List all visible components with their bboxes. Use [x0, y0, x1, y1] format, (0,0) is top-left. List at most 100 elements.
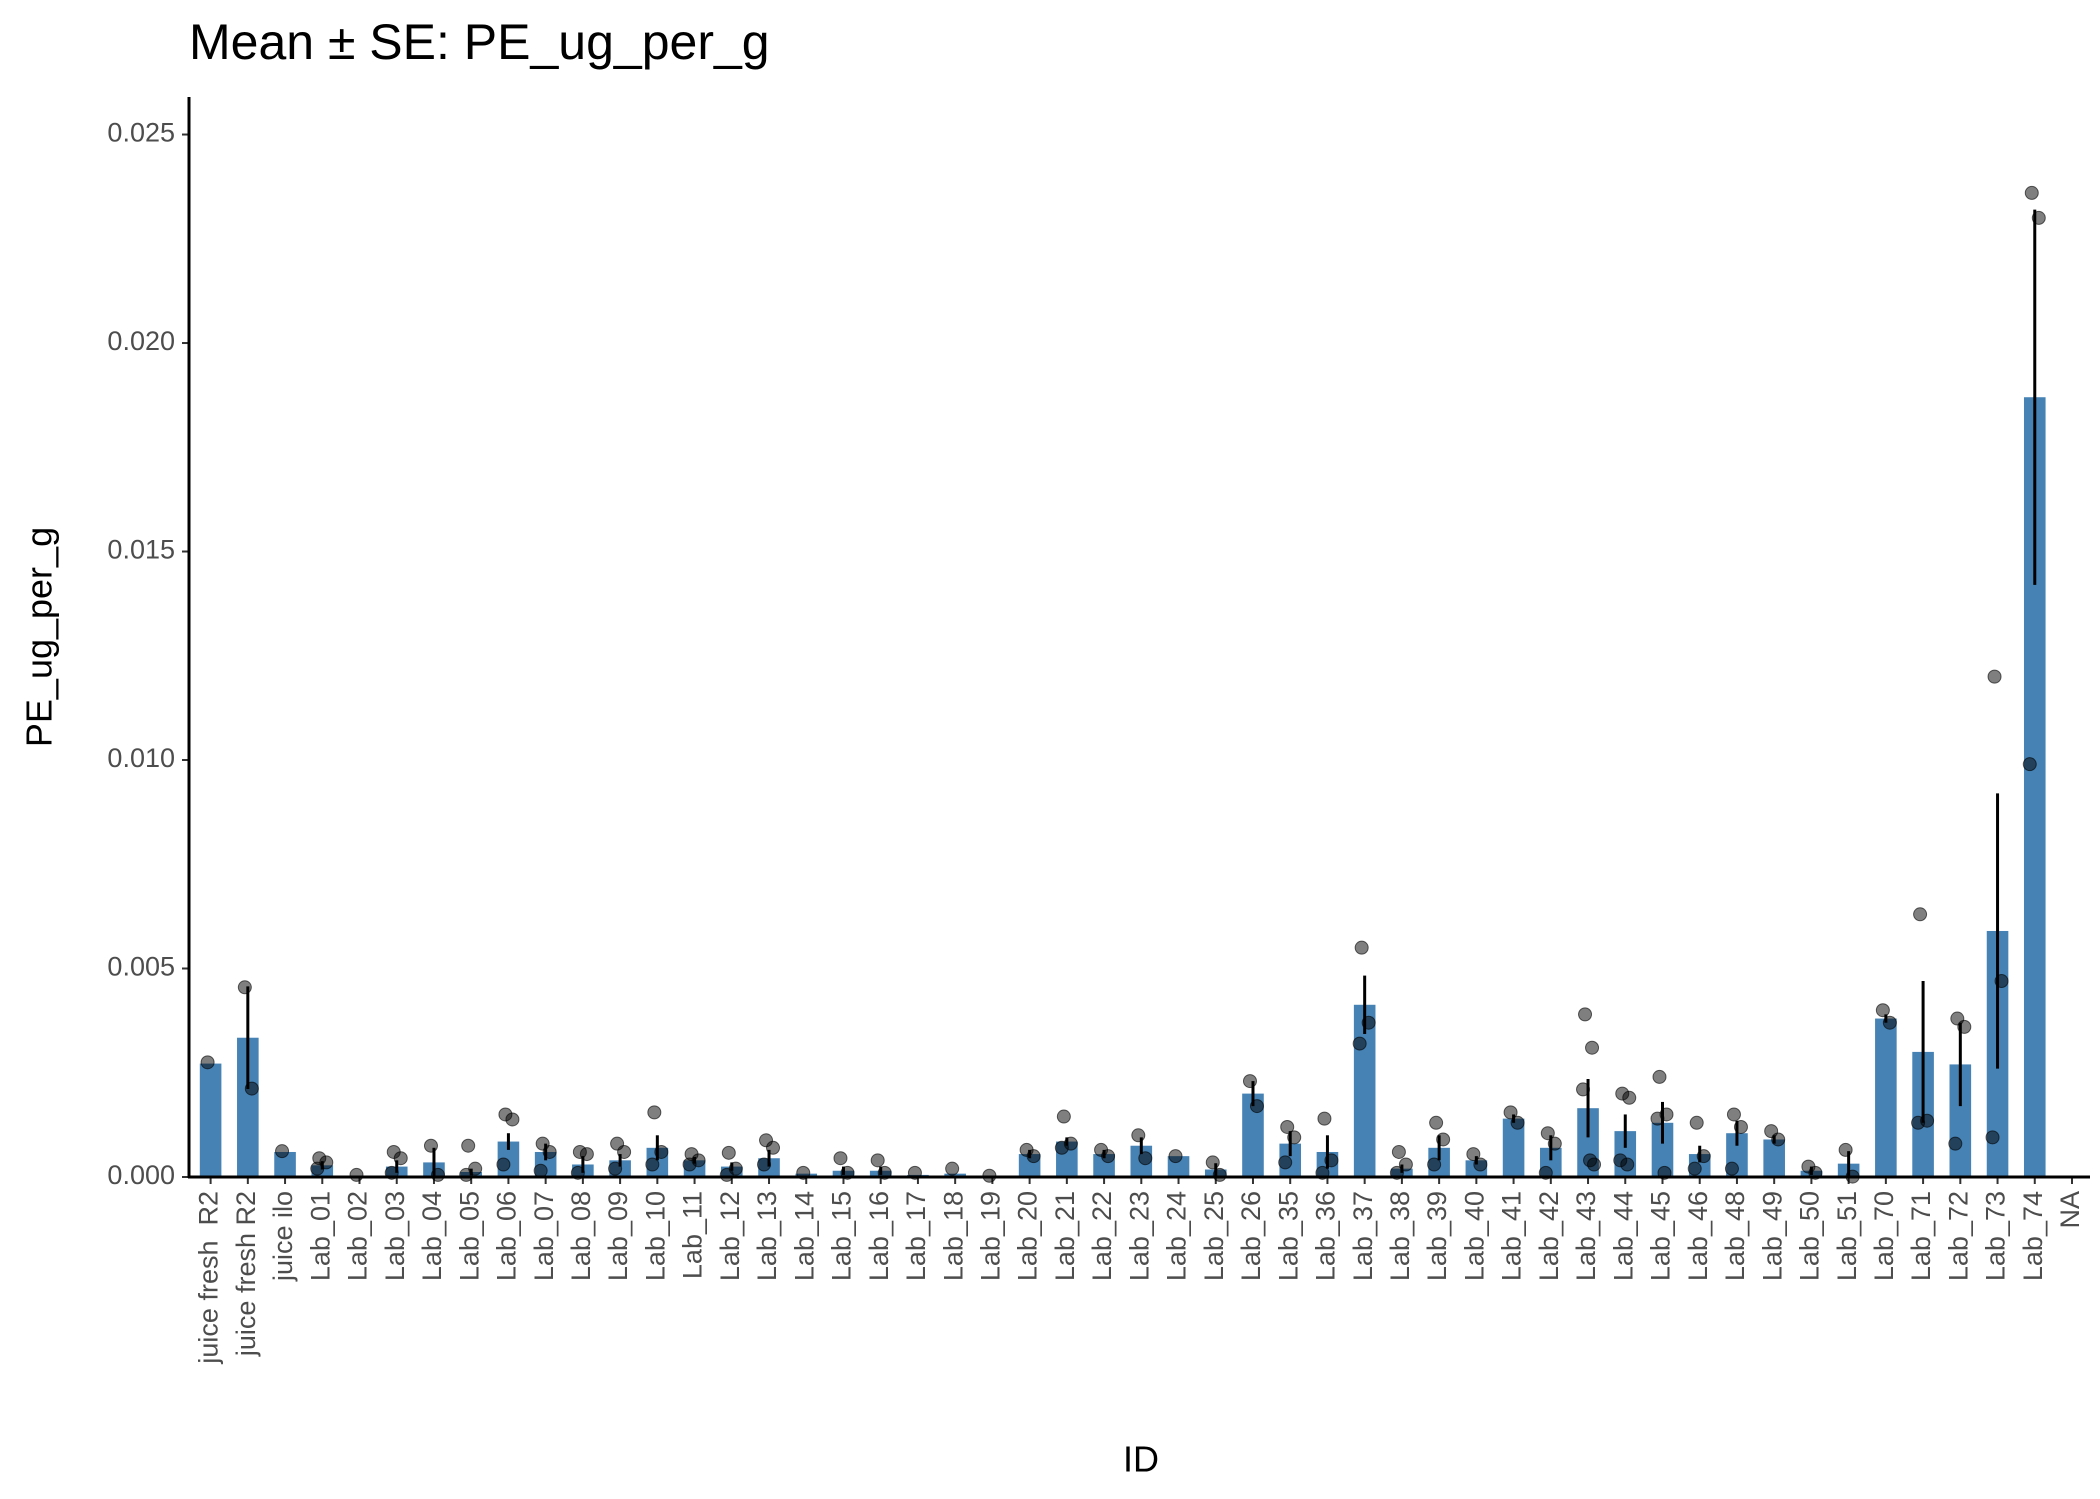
x-tick-label: Lab_37 [1348, 1191, 1378, 1281]
data-point [645, 1157, 660, 1172]
data-point [1994, 974, 2009, 989]
data-point [1278, 1155, 1293, 1170]
data-point [1138, 1151, 1153, 1166]
data-point [1838, 1142, 1853, 1157]
data-point [2024, 185, 2039, 200]
data-point [1882, 1015, 1897, 1030]
bar [237, 1037, 259, 1177]
data-point [244, 1081, 259, 1096]
data-point [1726, 1107, 1741, 1122]
x-tick-label: Lab_35 [1273, 1191, 1303, 1281]
x-tick-label: juice ilo [268, 1191, 298, 1282]
data-point [1771, 1132, 1786, 1147]
x-tick-label: Lab_22 [1087, 1191, 1117, 1281]
data-point [1101, 1149, 1116, 1164]
data-point [1391, 1144, 1406, 1159]
x-tick-label: Lab_06 [492, 1191, 522, 1281]
x-tick-label: Lab_20 [1013, 1191, 1043, 1281]
bar [1651, 1122, 1674, 1177]
data-point [721, 1145, 736, 1160]
y-axis-title: PE_ug_per_g [19, 527, 60, 747]
data-point [579, 1147, 594, 1162]
x-tick-label: Lab_11 [678, 1191, 708, 1279]
data-point [1054, 1140, 1069, 1155]
data-point [1547, 1136, 1562, 1151]
data-point [430, 1167, 445, 1182]
data-point [1957, 1019, 1972, 1034]
data-point [870, 1153, 885, 1168]
data-point [1948, 1136, 1963, 1151]
data-point [1287, 1130, 1302, 1145]
data-point [654, 1144, 669, 1159]
x-tick-label: Lab_09 [603, 1191, 633, 1281]
data-point [1398, 1157, 1413, 1172]
data-point [1056, 1109, 1071, 1124]
x-tick-label: Lab_49 [1757, 1191, 1787, 1281]
y-tick-label: 0.015 [107, 535, 175, 565]
data-point [719, 1167, 734, 1182]
x-tick-label: Lab_43 [1571, 1191, 1601, 1281]
data-point [1026, 1149, 1041, 1164]
y-tick-label: 0.010 [107, 743, 175, 773]
data-point [542, 1144, 557, 1159]
x-tick-label: Lab_05 [454, 1191, 484, 1281]
data-point [496, 1157, 511, 1172]
x-tick-label: Lab_17 [901, 1191, 931, 1281]
x-tick-label: Lab_46 [1683, 1191, 1713, 1281]
x-tick-label: Lab_08 [566, 1191, 596, 1281]
x-tick-label: Lab_02 [343, 1191, 373, 1281]
data-point [608, 1161, 623, 1176]
x-tick-label: Lab_40 [1459, 1191, 1489, 1281]
data-point [1696, 1149, 1711, 1164]
data-point [423, 1138, 438, 1153]
data-point [1622, 1090, 1637, 1105]
x-tick-label: Lab_24 [1162, 1191, 1192, 1281]
data-point [766, 1140, 781, 1155]
data-point [1361, 1015, 1376, 1030]
x-tick-label: Lab_15 [827, 1191, 857, 1281]
data-point [533, 1163, 548, 1178]
y-tick-label: 0.005 [107, 952, 175, 982]
bar [1875, 1018, 1897, 1177]
data-point [1168, 1149, 1183, 1164]
x-tick-label: Lab_50 [1795, 1191, 1825, 1281]
data-point [310, 1161, 325, 1176]
x-tick-label: Lab_44 [1608, 1191, 1638, 1281]
x-tick-label: Lab_25 [1199, 1191, 1229, 1281]
x-tick-label: Lab_51 [1832, 1191, 1862, 1281]
data-point [1578, 1007, 1593, 1022]
data-point [1473, 1157, 1488, 1172]
y-tick-label: 0.020 [107, 326, 175, 356]
x-tick-label: Lab_19 [976, 1191, 1006, 1281]
x-tick-label: Lab_41 [1497, 1191, 1527, 1281]
data-point [757, 1157, 772, 1172]
bar [2023, 397, 2046, 1177]
x-tick-label: Lab_03 [380, 1191, 410, 1281]
bar [199, 1063, 222, 1177]
x-tick-label: Lab_73 [1981, 1191, 2011, 1281]
data-point [617, 1144, 632, 1159]
data-point [647, 1105, 662, 1120]
x-tick-label: Lab_01 [305, 1191, 335, 1281]
x-tick-label: Lab_14 [789, 1191, 819, 1281]
x-tick-label: Lab_70 [1869, 1191, 1899, 1281]
bar [1502, 1118, 1525, 1177]
x-tick-label: Lab_42 [1534, 1191, 1564, 1281]
x-tick-label: Lab_36 [1311, 1191, 1341, 1281]
data-point [237, 980, 252, 995]
data-point [1733, 1119, 1748, 1134]
data-point [1503, 1105, 1518, 1120]
x-tick-label: Lab_71 [1906, 1191, 1936, 1281]
data-point [1249, 1099, 1264, 1114]
data-point [1985, 1130, 2000, 1145]
data-point [1466, 1147, 1481, 1162]
data-point [833, 1151, 848, 1166]
data-point [1911, 1115, 1926, 1130]
x-tick-label: Lab_07 [529, 1191, 559, 1281]
x-tick-label: Lab_48 [1720, 1191, 1750, 1281]
data-point [1576, 1082, 1591, 1097]
x-tick-label: Lab_10 [640, 1191, 670, 1281]
data-point [505, 1112, 520, 1127]
x-tick-label: Lab_74 [2018, 1191, 2048, 1281]
